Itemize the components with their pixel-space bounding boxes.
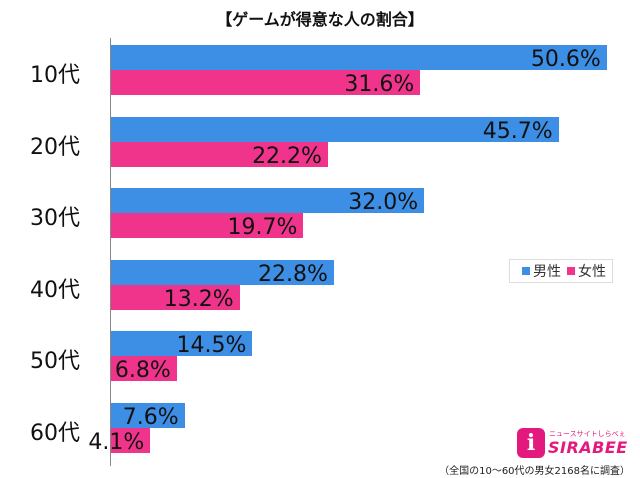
data-label-female: 4.1% xyxy=(88,429,145,455)
bar-male xyxy=(110,116,559,142)
category-label: 30代 xyxy=(30,206,80,231)
logo-brand: SIRABEE xyxy=(548,438,628,457)
data-label-female: 19.7% xyxy=(227,215,298,240)
sirabee-logo: i ニュースサイトしらべぇ SIRABEE xyxy=(517,428,627,458)
data-label-female: 6.8% xyxy=(114,358,171,383)
bar-female xyxy=(110,70,421,95)
chart-title: 【ゲームが得意な人の割合】 xyxy=(216,10,424,29)
logo-mark: i xyxy=(517,428,545,458)
legend-swatch-male xyxy=(522,267,530,275)
survey-footnote: （全国の10〜60代の男女2168名に調査） xyxy=(439,466,630,477)
bar-male xyxy=(110,331,253,356)
data-label-male: 50.6% xyxy=(530,47,601,72)
bar-female xyxy=(110,141,328,167)
data-label-male: 7.6% xyxy=(122,404,179,430)
data-label-female: 22.2% xyxy=(252,143,322,169)
data-label-male: 14.5% xyxy=(176,333,247,358)
bar-male xyxy=(110,402,185,428)
data-label-male: 22.8% xyxy=(257,261,328,287)
data-label-female: 13.2% xyxy=(163,286,234,312)
legend-label-male: 男性 xyxy=(533,264,561,280)
legend-label-female: 女性 xyxy=(578,264,606,280)
category-label: 20代 xyxy=(30,134,80,160)
bar-male xyxy=(110,259,334,285)
category-label: 60代 xyxy=(30,420,80,446)
legend: 男性 女性 xyxy=(509,259,613,283)
logo-tagline: ニュースサイトしらべぇ xyxy=(549,430,626,438)
legend-swatch-female xyxy=(567,267,575,275)
data-label-female: 31.6% xyxy=(344,72,415,97)
bar-male xyxy=(110,45,607,70)
category-label: 50代 xyxy=(30,349,80,374)
category-label: 10代 xyxy=(30,63,80,88)
bar-female xyxy=(110,427,151,453)
category-label: 40代 xyxy=(30,277,80,303)
bar-female xyxy=(110,213,304,238)
data-label-male: 32.0% xyxy=(348,190,419,215)
y-axis-line xyxy=(110,38,111,466)
bar-male xyxy=(110,188,425,213)
data-label-male: 45.7% xyxy=(482,118,553,144)
bar-female xyxy=(110,356,177,381)
bar-female xyxy=(110,284,240,310)
